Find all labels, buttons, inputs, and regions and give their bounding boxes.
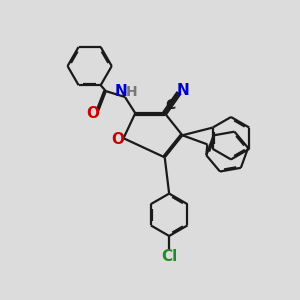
- Text: N: N: [176, 83, 189, 98]
- Text: O: O: [86, 106, 99, 121]
- Text: H: H: [126, 85, 137, 99]
- Text: O: O: [111, 132, 124, 147]
- Text: N: N: [115, 84, 128, 99]
- Text: C: C: [165, 98, 176, 112]
- Text: Cl: Cl: [161, 249, 177, 264]
